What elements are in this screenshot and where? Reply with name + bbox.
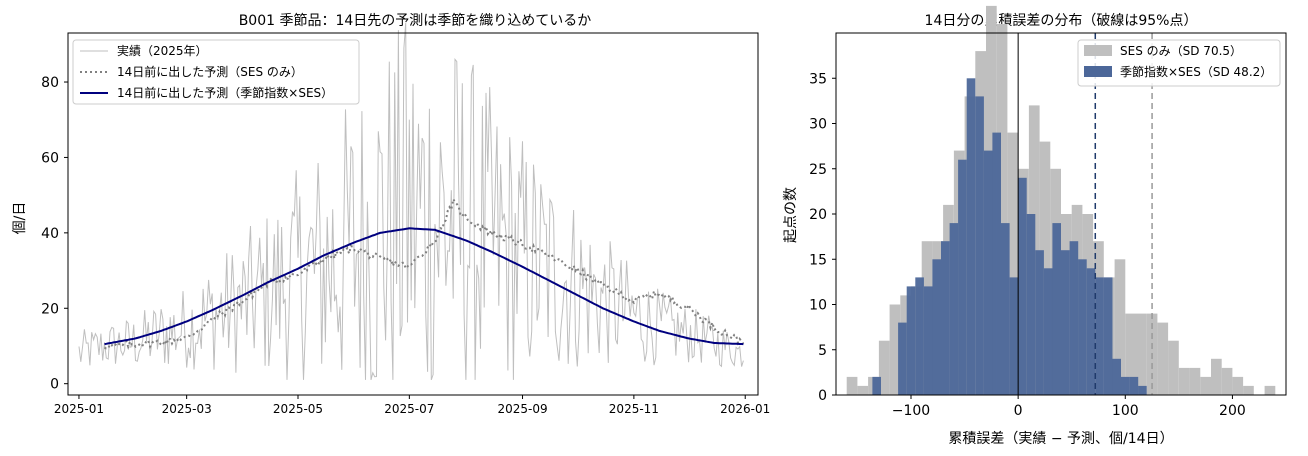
series-ses-line: [104, 196, 745, 350]
left-legend-box: [72, 39, 360, 105]
x-tick-label: 2025-01: [54, 402, 104, 416]
hist-bar-ses-only: [889, 304, 901, 395]
hist-bar-seasonal-ses: [906, 286, 916, 395]
hist-bar-seasonal-ses: [1035, 250, 1044, 395]
hist-bar-seasonal-ses: [1018, 177, 1027, 395]
hist-bar-seasonal-ses: [1043, 268, 1053, 395]
y-tick-label: 60: [41, 150, 59, 166]
hist-bar-seasonal-ses: [1069, 241, 1079, 395]
hist-bar-seasonal-ses: [1103, 277, 1113, 395]
legend-label-seasonal-ses: 季節指数×SES（SD 48.2）: [1120, 64, 1272, 79]
hist-bar-seasonal-ses: [1009, 277, 1019, 395]
hist-bar-seasonal-ses: [992, 132, 1001, 395]
hist-bar-ses-only: [857, 385, 869, 395]
hist-bar-ses-only: [1007, 132, 1019, 395]
hist-bar-seasonal-ses: [1026, 214, 1036, 395]
y-tick-label: 5: [818, 343, 827, 359]
y-tick-label: 40: [41, 226, 59, 242]
x-tick-label: 2026-01: [720, 402, 770, 416]
hist-bar-seasonal-ses: [949, 223, 959, 395]
legend-swatch-seasonal-ses: [1084, 66, 1112, 77]
left-legend: 実績（2025年） 14日前に出した予測（SES のみ） 14日前に出した予測（…: [72, 39, 360, 105]
hist-bar-seasonal-ses: [1112, 358, 1121, 395]
y-tick-label: 20: [809, 207, 827, 223]
hist-bar-ses-only: [1189, 367, 1201, 395]
hist-bar-ses-only: [1157, 322, 1169, 395]
x-tick-label: 2025-07: [384, 402, 434, 416]
hist-bar-seasonal-ses: [923, 286, 933, 395]
left-plot-frame: [67, 32, 759, 396]
hist-bar-seasonal-ses: [983, 150, 993, 395]
left-chart-title: B001 季節品：14日先の予測は季節を織り込めているか: [239, 12, 592, 29]
legend-swatch-ses-only: [1084, 45, 1112, 56]
x-tick-label: 2025-05: [273, 402, 323, 416]
legend-label-ses: 14日前に出した予測（SES のみ）: [117, 64, 303, 79]
hist-bar-ses-only: [1125, 313, 1136, 395]
y-tick-label: 25: [809, 162, 827, 178]
hist-bar-seasonal-ses: [958, 159, 967, 395]
hist-bar-seasonal-ses: [932, 259, 941, 396]
x-tick-label: 2025-09: [497, 402, 547, 416]
hist-bar-ses-only: [1221, 367, 1233, 395]
hist-bar-ses-only: [878, 340, 890, 395]
hist-bar-ses-only: [1264, 385, 1276, 395]
y-tick-label: 15: [809, 252, 827, 268]
hist-bar-seasonal-ses: [975, 96, 984, 396]
x-tick-label: 2025-03: [162, 402, 212, 416]
right-legend: SES のみ（SD 70.5） 季節指数×SES（SD 48.2）: [1077, 39, 1281, 87]
legend-label-seasonal: 14日前に出した予測（季節指数×SES）: [117, 85, 333, 100]
hist-bar-seasonal-ses: [1001, 223, 1010, 395]
series-seasonal-line: [104, 227, 744, 346]
y-tick-label: 80: [41, 75, 59, 91]
hist-bar-seasonal-ses: [1078, 259, 1087, 396]
right-x-axis-label: 累積誤差（実績 − 予測、個/14日）: [948, 431, 1173, 447]
y-tick-label: 10: [809, 298, 827, 314]
right-legend-box: [1077, 39, 1281, 87]
y-tick-label: 20: [41, 301, 59, 317]
y-tick-label: 0: [818, 388, 827, 404]
right-chart-title: 14日分の累積誤差の分布（破線は95%点）: [925, 13, 1198, 29]
hist-bar-seasonal-ses: [1121, 376, 1130, 395]
hist-bar-ses-only: [1211, 358, 1222, 395]
hist-bar-ses-only: [1114, 259, 1126, 396]
hist-bar-ses-only: [1243, 385, 1254, 395]
left-chart: B001 季節品：14日先の予測は季節を織り込めているか 個/日 2025-01…: [12, 12, 770, 416]
hist-bar-ses-only: [1178, 367, 1190, 395]
hist-bar-seasonal-ses: [1052, 223, 1061, 395]
hist-bar-ses-only: [1168, 340, 1179, 395]
x-tick-label: 200: [1219, 403, 1246, 419]
hist-bar-ses-only: [996, 24, 1008, 395]
hist-bar-seasonal-ses: [1138, 385, 1147, 395]
hist-bar-seasonal-ses: [898, 322, 907, 395]
right-y-axis-label: 起点の数: [783, 187, 799, 243]
x-tick-label: −100: [892, 403, 930, 419]
x-tick-label: 0: [1014, 403, 1023, 419]
x-tick-label: 2025-11: [609, 402, 659, 416]
hist-bar-ses-only: [846, 376, 858, 395]
hist-bar-seasonal-ses: [1086, 268, 1096, 395]
hist-bar-ses-only: [1136, 313, 1147, 395]
hist-bar-seasonal-ses: [941, 241, 950, 395]
hist-bar-seasonal-ses: [966, 78, 976, 396]
hist-bar-seasonal-ses: [1129, 376, 1139, 395]
right-plot-frame: [835, 32, 1287, 396]
hist-bar-ses-only: [1200, 376, 1211, 395]
y-tick-label: 30: [809, 117, 827, 133]
y-tick-label: 35: [809, 71, 827, 87]
x-tick-label: 100: [1112, 403, 1139, 419]
left-y-axis-label: 個/日: [12, 202, 28, 235]
hist-bar-seasonal-ses: [872, 376, 881, 395]
hist-bar-ses-only: [1232, 376, 1244, 395]
hist-bar-seasonal-ses: [1095, 277, 1104, 395]
legend-label-ses-only: SES のみ（SD 70.5）: [1120, 44, 1242, 58]
legend-label-actual: 実績（2025年）: [117, 43, 208, 58]
y-tick-label: 0: [50, 377, 59, 393]
hist-bar-seasonal-ses: [915, 277, 924, 395]
right-chart: 14日分の累積誤差の分布（破線は95%点） 累積誤差（実績 − 予測、個/14日…: [783, 5, 1287, 447]
hist-bar-seasonal-ses: [1061, 250, 1070, 395]
